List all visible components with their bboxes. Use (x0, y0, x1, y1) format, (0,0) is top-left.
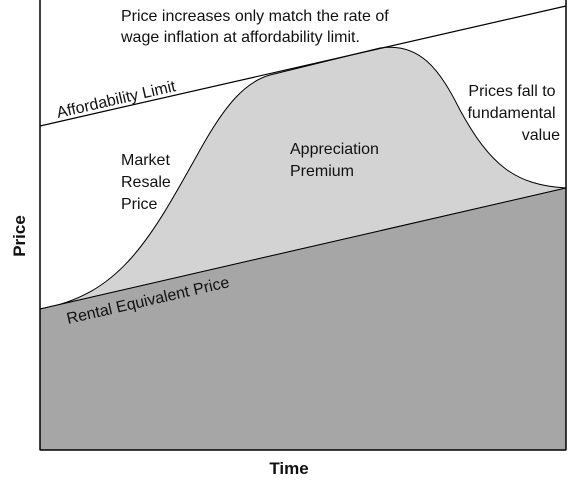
market-resale-price-label: Market Resale Price (121, 152, 175, 213)
top-note: Price increases only match the rate of w… (120, 8, 393, 46)
x-axis-title: Time (269, 459, 308, 478)
appreciation-premium-region (39, 46, 567, 310)
prices-fall-label: Prices fall to fundamental value (467, 83, 560, 144)
affordability-limit-label: Affordability Limit (55, 78, 178, 122)
appreciation-premium-label: Appreciation Premium (290, 141, 383, 180)
y-axis-title: Price (10, 215, 29, 257)
affordability-limit-line (39, 5, 567, 127)
